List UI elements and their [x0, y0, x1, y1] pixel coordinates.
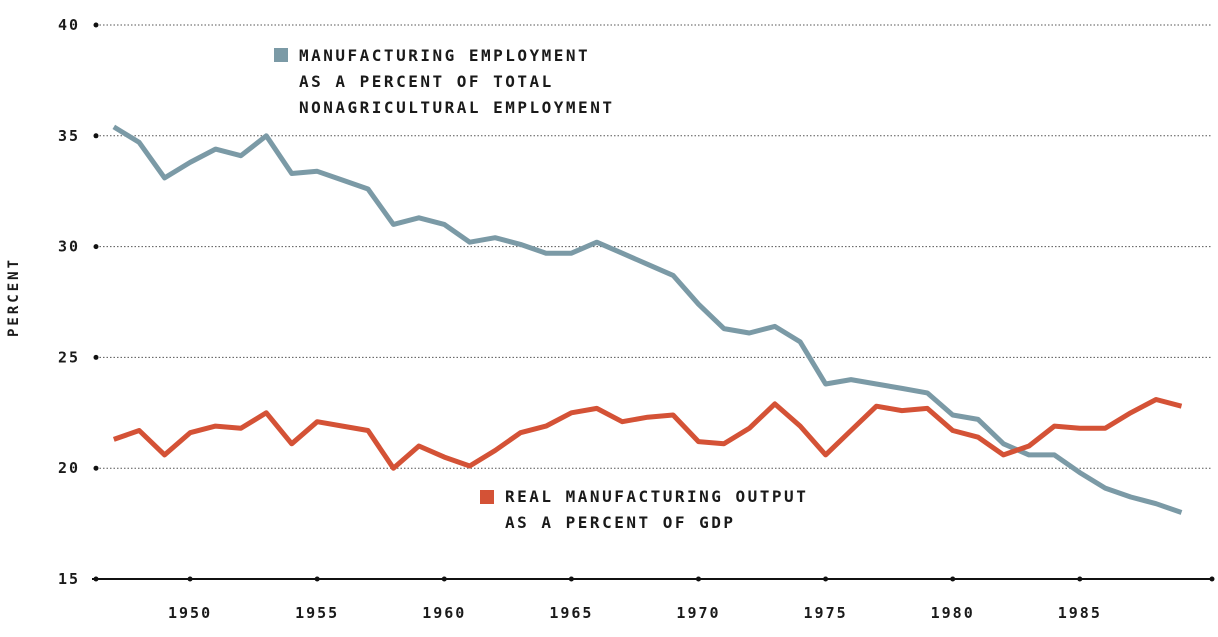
x-tick-mark-1975: [823, 576, 829, 582]
y-tick-mark-35: [93, 133, 99, 139]
y-tick-label-35: 35: [58, 127, 80, 145]
y-tick-mark-20: [93, 465, 99, 471]
x-axis-end-mark: [1209, 576, 1215, 582]
x-tick-label-1965: 1965: [549, 604, 593, 622]
y-tick-mark-30: [93, 244, 99, 250]
x-axis: [92, 576, 1215, 582]
grid-lines: [96, 24, 1212, 469]
x-tick-mark-1965: [568, 576, 574, 582]
x-tick-mark-1970: [695, 576, 701, 582]
x-tick-label-1955: 1955: [295, 604, 339, 622]
x-tick-mark-1950: [187, 576, 193, 582]
legend-label-employment-line-2: AS A PERCENT OF TOTAL: [299, 72, 554, 91]
x-tick-label-1970: 1970: [676, 604, 720, 622]
y-tick-label-20: 20: [58, 459, 80, 477]
x-tick-label-1980: 1980: [931, 604, 975, 622]
y-tick-mark-15: [93, 576, 99, 582]
legend-label-output-line-1: REAL MANUFACTURING OUTPUT: [505, 487, 808, 506]
y-axis-tick-labels: 40 35 30 25 20 15: [58, 16, 99, 588]
y-tick-label-25: 25: [58, 348, 80, 366]
y-tick-mark-40: [93, 22, 99, 28]
y-axis-title: PERCENT: [6, 257, 22, 337]
legend-label-employment-line-3: NONAGRICULTURAL EMPLOYMENT: [299, 98, 614, 117]
legend-label-output-line-2: AS A PERCENT OF GDP: [505, 513, 736, 532]
legend-output: REAL MANUFACTURING OUTPUT AS A PERCENT O…: [480, 487, 808, 532]
x-tick-mark-1985: [1077, 576, 1083, 582]
series-line-employment: [112, 124, 1183, 515]
x-tick-label-1960: 1960: [422, 604, 466, 622]
legend-label-employment-line-1: MANUFACTURING EMPLOYMENT: [299, 46, 590, 65]
y-tick-mark-25: [93, 354, 99, 360]
legend-swatch-employment: [274, 48, 288, 62]
data-series: [112, 124, 1183, 515]
x-tick-mark-1960: [441, 576, 447, 582]
x-tick-label-1985: 1985: [1058, 604, 1102, 622]
legend-swatch-output: [480, 490, 494, 504]
x-axis-tick-labels: 1950 1955 1960 1965 1970 1975 1980 1985: [168, 576, 1102, 622]
x-tick-label-1950: 1950: [168, 604, 212, 622]
y-tick-label-15: 15: [58, 570, 80, 588]
series-line-output: [112, 397, 1183, 471]
x-tick-label-1975: 1975: [804, 604, 848, 622]
x-tick-mark-1955: [314, 576, 320, 582]
y-tick-label-30: 30: [58, 238, 80, 256]
x-tick-mark-1980: [950, 576, 956, 582]
legend-employment: MANUFACTURING EMPLOYMENT AS A PERCENT OF…: [274, 46, 614, 117]
y-tick-label-40: 40: [58, 16, 80, 34]
